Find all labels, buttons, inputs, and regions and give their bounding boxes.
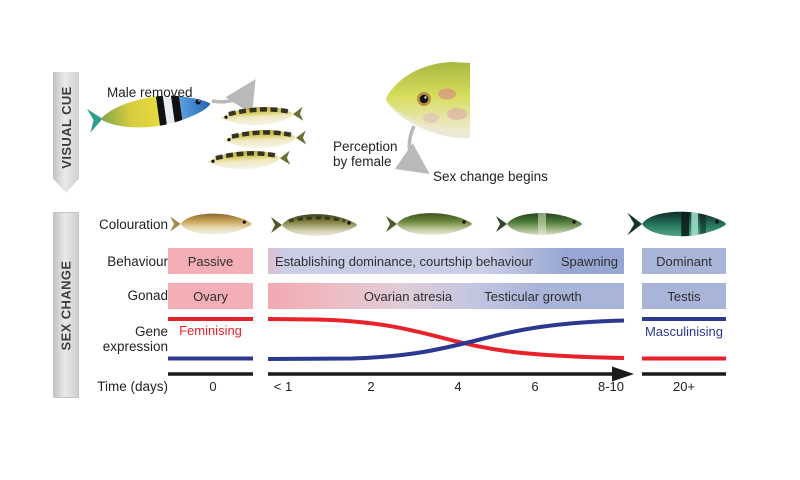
- row-label-colouration: Colouration: [98, 217, 168, 232]
- gonad-testicular-growth-label: Testicular growth: [484, 288, 582, 304]
- behaviour-middle-box: Establishing dominance, courtship behavi…: [268, 248, 624, 274]
- male-removed-label: Male removed: [107, 85, 193, 100]
- perception-by-female-label: Perception by female: [333, 139, 398, 169]
- behaviour-dominant-box: Dominant: [642, 248, 726, 274]
- fish-head-photo: [386, 62, 470, 139]
- time-tick-lt1: < 1: [273, 379, 293, 394]
- masculinising-label: Masculinising: [644, 324, 724, 339]
- stage-fish-4: [496, 213, 582, 235]
- row-label-time: Time (days): [97, 379, 168, 394]
- gonad-testis-box: Testis: [642, 283, 726, 309]
- colouration-stage-fish: [170, 211, 727, 237]
- row-label-behaviour: Behaviour: [107, 254, 168, 269]
- row-label-gene-expression: Gene expression: [102, 324, 168, 354]
- time-tick-20plus: 20+: [672, 379, 696, 394]
- time-tick-8-10: 8-10: [597, 379, 625, 394]
- behaviour-establishing-label: Establishing dominance, courtship behavi…: [275, 253, 533, 269]
- gonad-ovary-box: Ovary: [168, 283, 253, 309]
- female-group-illustration: [208, 106, 307, 170]
- time-tick-4: 4: [454, 379, 462, 394]
- feminising-label: Feminising: [179, 323, 242, 338]
- sex-change-banner: SEX CHANGE: [53, 212, 79, 398]
- stage-fish-2: [271, 214, 357, 236]
- male-removed-arrow-icon: [211, 79, 256, 115]
- time-tick-6: 6: [531, 379, 539, 394]
- sex-change-begins-label: Sex change begins: [433, 169, 548, 184]
- stage-fish-3: [386, 213, 472, 235]
- visual-cue-banner: VISUAL CUE: [53, 72, 79, 193]
- behaviour-passive-box: Passive: [168, 248, 253, 274]
- gonad-middle-box: Ovarian atresia Testicular growth: [268, 283, 624, 309]
- gonad-ovarian-atresia-label: Ovarian atresia: [363, 288, 453, 304]
- visual-cue-banner-label: VISUAL CUE: [58, 86, 74, 169]
- masculinising-curve: [267, 318, 625, 361]
- time-tick-2: 2: [367, 379, 375, 394]
- behaviour-spawning-label: Spawning: [560, 253, 618, 269]
- feminising-curve: [267, 317, 625, 360]
- stage-fish-1: [170, 213, 252, 235]
- row-label-gonad: Gonad: [127, 288, 168, 303]
- stage-fish-5: [627, 211, 727, 237]
- time-tick-0: 0: [209, 379, 217, 394]
